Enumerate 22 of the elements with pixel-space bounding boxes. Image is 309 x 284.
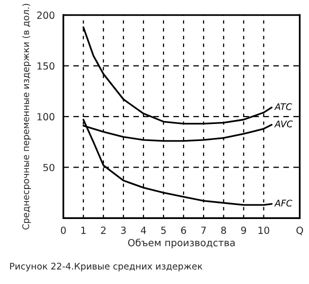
y-tick-label: 50 bbox=[43, 164, 54, 172]
x-tick-label: 7 bbox=[201, 226, 206, 234]
x-tick-label: Q bbox=[296, 226, 304, 236]
x-tick-label: 0 bbox=[60, 226, 66, 234]
text: Рисунок 22-4.Кривые средних издержек bbox=[10, 262, 202, 272]
x-tick-label: 6 bbox=[181, 226, 186, 234]
y-tick-label: 100 bbox=[38, 113, 54, 120]
x-tick-label: 10 bbox=[258, 226, 270, 234]
series-label: AFC bbox=[274, 200, 292, 207]
x-tick-label: 4 bbox=[140, 226, 146, 234]
x-tick-label: 1 bbox=[81, 226, 86, 234]
x-axis-title: Объем производства bbox=[128, 238, 235, 248]
x-tick-label: 2 bbox=[101, 226, 106, 234]
y-tick-label: 200 bbox=[37, 12, 54, 19]
x-tick-label: 5 bbox=[161, 226, 166, 234]
series-label: ATC bbox=[274, 103, 292, 110]
x-tick-label: 8 bbox=[221, 226, 226, 234]
y-axis-title: Среднесрочные переменные издержки (в дол.) bbox=[22, 4, 31, 230]
series-label: AVC bbox=[274, 120, 293, 128]
x-tick-label: 9 bbox=[241, 226, 246, 234]
x-tick-label: 3 bbox=[121, 226, 126, 234]
y-tick-label: 150 bbox=[38, 62, 54, 70]
